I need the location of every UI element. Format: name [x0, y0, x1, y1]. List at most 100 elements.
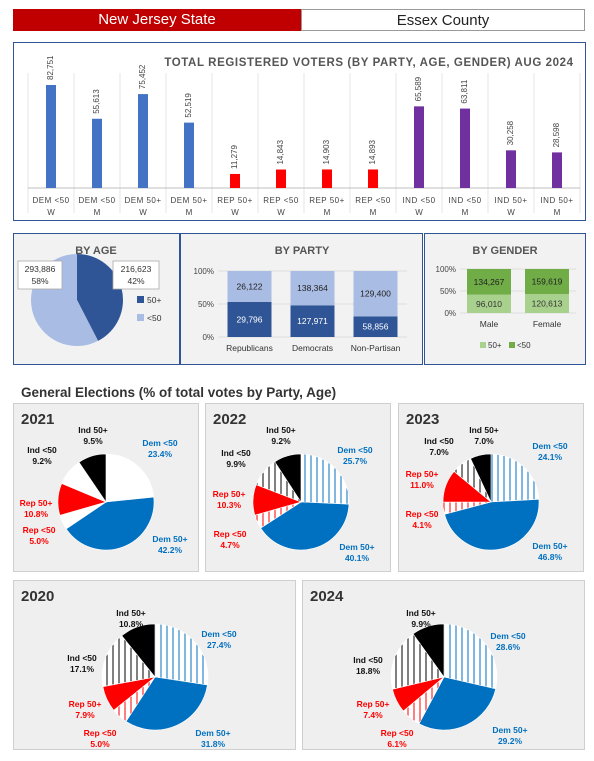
slice-label: Rep <50 [406, 509, 439, 519]
legend-swatch-under50 [137, 314, 144, 321]
category-label: W [47, 208, 55, 217]
panel-title: BY PARTY [275, 245, 330, 257]
slice-value: 40.1% [345, 553, 370, 563]
category-label: W [277, 208, 285, 217]
slice-value: 23.4% [148, 449, 173, 459]
election-card-2021: 2021 Dem <50 23.4% Dem 50+ 42.2% Rep <50 5.0% R… [13, 403, 199, 572]
data-label: 134,267 [474, 277, 505, 287]
county-tab[interactable]: Essex County [301, 9, 585, 31]
slice-value: 17.1% [70, 664, 95, 674]
pie-slice [412, 623, 445, 678]
category-label: W [231, 208, 239, 217]
pie-slice [490, 453, 540, 503]
category-label: REP 50+ [309, 196, 345, 205]
election-card-2023: 2023 Dem <50 24.1% Dem 50+ 46.8% Rep <50 4.1% R… [398, 403, 584, 572]
stack-segment-under50 [227, 271, 272, 302]
y-tick-label: 0% [444, 309, 456, 318]
data-label: 14,893 [368, 139, 377, 164]
slice-label: Dem 50+ [152, 534, 187, 544]
callout-value: 293,886 [25, 264, 56, 274]
legend-label: <50 [147, 313, 162, 323]
data-label: 14,843 [276, 140, 285, 165]
slice-label: Ind 50+ [406, 608, 436, 618]
state-tab[interactable]: New Jersey State [13, 9, 301, 31]
slice-label: Dem <50 [142, 438, 177, 448]
data-label: 11,279 [230, 145, 239, 169]
category-label: M [186, 208, 193, 217]
legend-label: 50+ [488, 341, 502, 350]
bar [138, 94, 148, 188]
slice-value: 7.0% [429, 447, 449, 457]
slice-value: 11.0% [410, 480, 434, 490]
callout-value: 216,623 [121, 264, 152, 274]
category-label: M [370, 208, 377, 217]
by-gender-panel: BY GENDER 0% 50% 100% 96,010 134,267 Male 120,6… [424, 233, 586, 365]
category-label: W [507, 208, 515, 217]
bar [184, 122, 194, 188]
election-card-2022: 2022 Dem <50 25.7% Dem 50+ 40.1% Rep <50 4.7% R… [205, 403, 391, 572]
pie-slice [443, 623, 498, 690]
stack-segment-under50 [290, 271, 335, 306]
data-label: 63,811 [460, 79, 469, 103]
pie-slice [154, 623, 209, 686]
by-age-panel: BY AGE 216,623 42% 293,886 58% 50+ <50 [13, 233, 180, 365]
general-elections-title: General Elections (% of total votes by P… [21, 385, 337, 400]
slice-value: 24.1% [538, 452, 563, 462]
category-label: DEM <50 [32, 196, 69, 205]
callout-box [17, 260, 63, 290]
category-label: Democrats [292, 343, 333, 353]
legend-swatch-50plus [480, 342, 486, 348]
data-label: 29,796 [237, 314, 263, 324]
data-label: 55,613 [92, 89, 101, 114]
slice-label: Rep <50 [214, 529, 247, 539]
by-gender-chart: BY GENDER 0% 50% 100% 96,010 134,267 Male 120,6… [436, 245, 576, 350]
slice-label: Ind <50 [221, 448, 251, 458]
category-label: Female [533, 319, 562, 329]
slice-label: Rep <50 [23, 525, 56, 535]
year-title: 2020 [21, 588, 54, 605]
by-party-chart: BY PARTY 0% 50% 100% 29,796 26,122 Republicans… [194, 245, 407, 353]
legend-swatch-under50 [509, 342, 515, 348]
slice-label: Rep <50 [381, 728, 414, 738]
pie-slice [121, 623, 156, 678]
slice-value: 9.9% [411, 619, 431, 629]
slice-value: 6.1% [387, 739, 407, 749]
pie-slice [274, 453, 302, 504]
slice-label: Ind 50+ [116, 608, 146, 618]
data-label: 96,010 [476, 299, 502, 309]
slice-value: 9.9% [226, 459, 246, 469]
slice-value: 10.8% [119, 619, 144, 629]
slice-label: Dem <50 [201, 629, 236, 639]
category-label: DEM 50+ [170, 196, 207, 205]
pie-slice [470, 453, 492, 503]
data-label: 82,751 [46, 55, 55, 80]
category-label: IND 50+ [494, 196, 527, 205]
data-label: 127,971 [297, 316, 328, 326]
bar [92, 118, 102, 188]
slice-value: 27.4% [207, 640, 232, 650]
slice-label: Ind <50 [67, 653, 97, 663]
data-label: 138,364 [297, 283, 328, 293]
stack-segment-50plus [290, 305, 335, 337]
registered-voters-panel: TOTAL REGISTERED VOTERS (BY PARTY, AGE, … [13, 42, 586, 221]
slice-value: 9.2% [32, 456, 52, 466]
data-label: 75,452 [138, 64, 147, 89]
pie-slice [78, 453, 107, 503]
y-tick-label: 100% [194, 267, 214, 276]
slice-label: Rep 50+ [213, 489, 246, 499]
panel-title: BY GENDER [472, 245, 537, 257]
slice-value: 9.2% [271, 436, 291, 446]
stack-segment-50plus [467, 294, 511, 313]
category-label: W [139, 208, 147, 217]
bar [230, 173, 240, 188]
category-label: DEM <50 [78, 196, 115, 205]
category-label: REP <50 [355, 196, 391, 205]
by-age-chart: BY AGE 216,623 42% 293,886 58% 50+ <50 [17, 245, 162, 346]
slice-label: Ind 50+ [469, 425, 499, 435]
slice-label: Dem 50+ [492, 725, 527, 735]
pie-slice [444, 498, 540, 551]
slice-value: 4.7% [220, 540, 240, 550]
y-tick-label: 0% [202, 333, 214, 342]
